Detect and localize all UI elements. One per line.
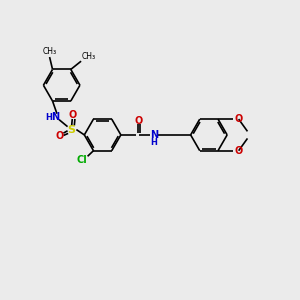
Text: Cl: Cl: [77, 155, 88, 165]
Text: H: H: [46, 113, 52, 122]
Text: N: N: [150, 130, 158, 140]
Text: O: O: [235, 114, 243, 124]
Text: O: O: [135, 116, 143, 126]
Text: O: O: [55, 131, 63, 141]
Text: H: H: [151, 138, 158, 147]
Text: O: O: [69, 110, 77, 121]
Text: CH₃: CH₃: [43, 47, 57, 56]
Text: O: O: [235, 146, 243, 156]
Text: CH₃: CH₃: [82, 52, 96, 61]
Text: N: N: [51, 112, 59, 122]
Text: S: S: [68, 124, 76, 135]
